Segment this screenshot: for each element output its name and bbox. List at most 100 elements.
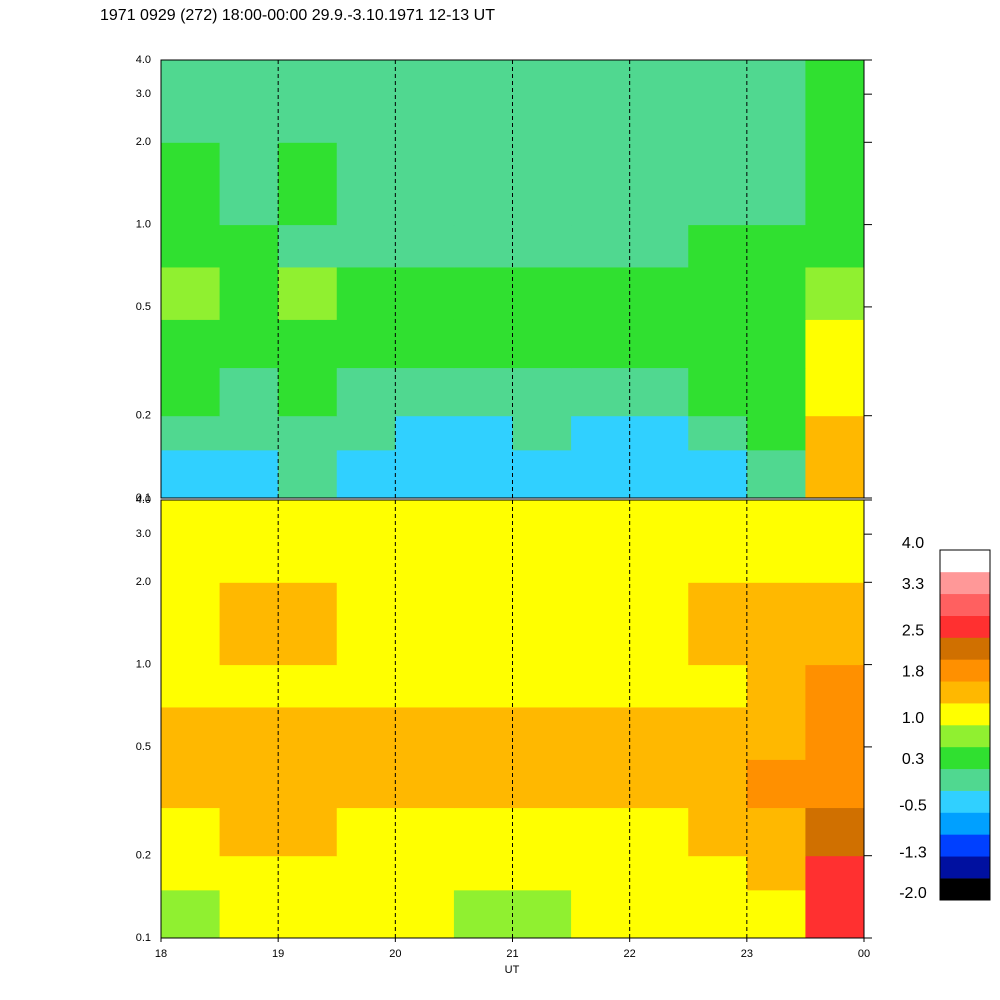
- heatmap-cell: [336, 889, 396, 939]
- colorbar-swatch: [940, 834, 990, 857]
- colorbar-tick-label: 0.3: [902, 751, 924, 768]
- y-tick-label: 1.0: [136, 659, 151, 671]
- heatmap-cell: [512, 60, 572, 143]
- heatmap-cell: [219, 855, 279, 891]
- heatmap-cell: [453, 449, 513, 499]
- heatmap-cell: [512, 807, 572, 857]
- heatmap-cell: [688, 889, 748, 939]
- heatmap-cell: [336, 500, 396, 583]
- heatmap-cell: [395, 706, 455, 760]
- heatmap-cell: [278, 706, 338, 760]
- heatmap-cell: [161, 415, 221, 451]
- heatmap-cell: [219, 500, 279, 583]
- heatmap-cell: [746, 449, 806, 499]
- heatmap-cell: [453, 415, 513, 451]
- heatmap-cell: [629, 415, 689, 451]
- heatmap-cell: [512, 367, 572, 417]
- heatmap-cell: [629, 266, 689, 320]
- heatmap-cell: [688, 224, 748, 268]
- heatmap-cell: [805, 224, 865, 268]
- heatmap-cell: [629, 855, 689, 891]
- heatmap-cell: [453, 319, 513, 369]
- heatmap-cell: [336, 224, 396, 268]
- heatmap-cell: [805, 60, 865, 143]
- heatmap-cell: [805, 266, 865, 320]
- colorbar-swatch: [940, 725, 990, 748]
- colorbar-tick-label: 2.5: [902, 623, 924, 640]
- heatmap-cell: [336, 319, 396, 369]
- heatmap-cell: [571, 449, 631, 499]
- y-tick-label: 1.0: [136, 219, 151, 231]
- y-tick-label: 0.1: [136, 492, 151, 504]
- heatmap-cell: [278, 367, 338, 417]
- x-tick-label: 20: [389, 948, 401, 960]
- colorbar-tick-label: 4.0: [902, 535, 924, 552]
- heatmap-cell: [161, 706, 221, 760]
- heatmap-cell: [512, 266, 572, 320]
- heatmap-cell: [805, 367, 865, 417]
- heatmap-cell: [161, 807, 221, 857]
- heatmap-cell: [336, 855, 396, 891]
- heatmap-cell: [278, 500, 338, 583]
- heatmap-cell: [512, 582, 572, 666]
- heatmap-cell: [395, 60, 455, 143]
- heatmap-cell: [219, 367, 279, 417]
- heatmap-cell: [805, 449, 865, 499]
- x-tick-label: 22: [624, 948, 636, 960]
- heatmap-cell: [278, 415, 338, 451]
- heatmap-cell: [571, 142, 631, 226]
- x-tick-label: 23: [741, 948, 753, 960]
- heatmap-cell: [746, 60, 806, 143]
- colorbar-swatch: [940, 768, 990, 791]
- colorbar-swatch: [940, 856, 990, 879]
- heatmap-cell: [746, 319, 806, 369]
- heatmap-cell: [571, 60, 631, 143]
- heatmap-cell: [571, 500, 631, 583]
- heatmap-cell: [688, 500, 748, 583]
- heatmap-cell: [219, 889, 279, 939]
- heatmap-cell: [805, 142, 865, 226]
- heatmap-cell: [571, 319, 631, 369]
- heatmap-cell: [278, 449, 338, 499]
- y-tick-label: 0.1: [136, 932, 151, 944]
- colorbar-tick-label: -0.5: [899, 798, 927, 815]
- heatmap-cell: [219, 142, 279, 226]
- heatmap-cell: [278, 266, 338, 320]
- colorbar-swatch: [940, 746, 990, 770]
- heatmap-cell: [746, 500, 806, 583]
- heatmap-cell: [629, 807, 689, 857]
- heatmap-cell: [161, 142, 221, 226]
- heatmap-cell: [453, 759, 513, 809]
- heatmap-cell: [395, 500, 455, 583]
- x-tick-label: 21: [506, 948, 518, 960]
- heatmap-cell: [571, 759, 631, 809]
- heatmap-cell: [336, 759, 396, 809]
- colorbar-swatch: [940, 790, 990, 813]
- heatmap-cell: [688, 807, 748, 857]
- heatmap-cell: [629, 319, 689, 369]
- heatmap-cell: [571, 664, 631, 708]
- heatmap-cell: [278, 889, 338, 939]
- heatmap-cell: [395, 449, 455, 499]
- heatmap-cell: [336, 664, 396, 708]
- heatmap-cell: [278, 855, 338, 891]
- y-tick-label: 4.0: [136, 494, 151, 506]
- heatmap-cell: [512, 706, 572, 760]
- heatmap-cell: [161, 500, 221, 583]
- heatmap-cell: [161, 266, 221, 320]
- heatmap-cell: [805, 759, 865, 809]
- heatmap-cell: [746, 582, 806, 666]
- heatmap-cell: [512, 759, 572, 809]
- heatmap-cell: [395, 889, 455, 939]
- heatmap-cell: [161, 759, 221, 809]
- heatmap-cell: [219, 664, 279, 708]
- heatmap-cell: [512, 855, 572, 891]
- heatmap-cell: [805, 582, 865, 666]
- colorbar-swatch: [940, 681, 990, 704]
- heatmap-cell: [395, 266, 455, 320]
- heatmap-cell: [512, 224, 572, 268]
- plot-frame: [160, 59, 865, 499]
- heatmap-cell: [278, 664, 338, 708]
- colorbar-tick-label: -2.0: [899, 885, 927, 902]
- heatmap-cell: [336, 60, 396, 143]
